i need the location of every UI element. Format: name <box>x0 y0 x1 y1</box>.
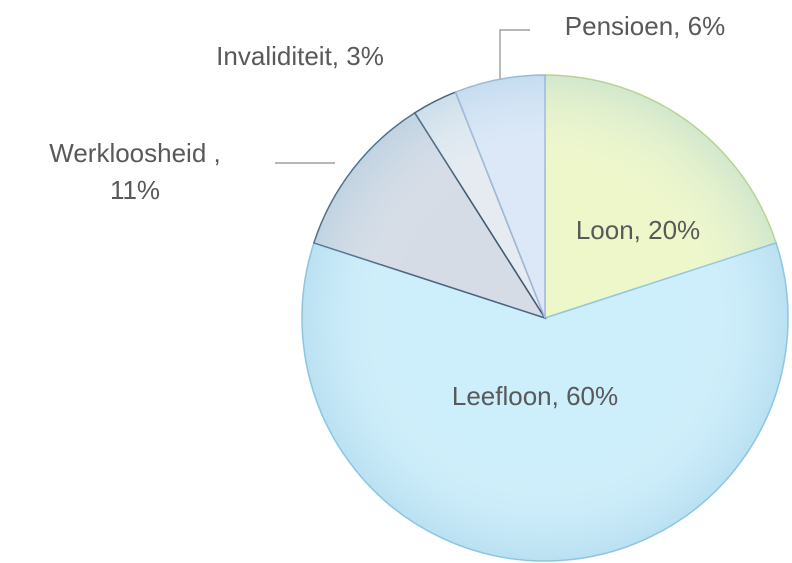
slice-label: Pensioen, 6% <box>565 11 725 41</box>
slice-label: Invaliditeit, 3% <box>216 41 384 71</box>
slice-label: Loon, 20% <box>576 215 700 245</box>
slice-label: Werkloosheid , 11% <box>49 138 221 205</box>
slice-label: Leefloon, 60% <box>452 381 618 411</box>
leader-line <box>499 29 530 82</box>
slice-label-line: Werkloosheid , <box>49 138 221 168</box>
slice-label-line: 11% <box>110 175 160 205</box>
